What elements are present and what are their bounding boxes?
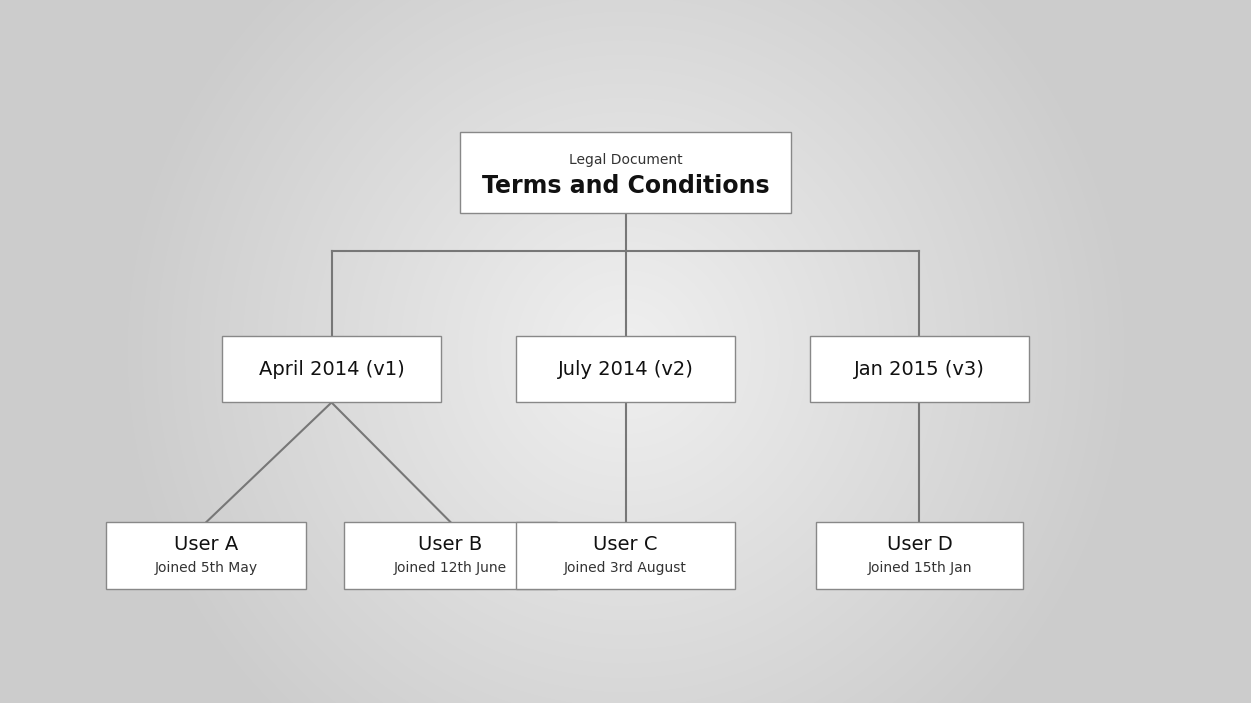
FancyBboxPatch shape (106, 522, 306, 589)
Text: User C: User C (593, 535, 658, 555)
Text: Legal Document: Legal Document (569, 153, 682, 167)
FancyBboxPatch shape (517, 522, 734, 589)
Text: Joined 15th Jan: Joined 15th Jan (867, 561, 972, 575)
FancyBboxPatch shape (460, 132, 792, 212)
Text: Joined 5th May: Joined 5th May (155, 561, 258, 575)
Text: Joined 12th June: Joined 12th June (394, 561, 507, 575)
Text: User A: User A (174, 535, 239, 555)
Text: User B: User B (418, 535, 483, 555)
Text: Terms and Conditions: Terms and Conditions (482, 174, 769, 198)
FancyBboxPatch shape (811, 336, 1028, 402)
Text: User D: User D (887, 535, 952, 555)
Text: July 2014 (v2): July 2014 (v2) (558, 359, 693, 379)
Text: Joined 3rd August: Joined 3rd August (564, 561, 687, 575)
Text: April 2014 (v1): April 2014 (v1) (259, 359, 404, 379)
FancyBboxPatch shape (517, 336, 734, 402)
FancyBboxPatch shape (344, 522, 557, 589)
Text: Jan 2015 (v3): Jan 2015 (v3) (854, 359, 985, 379)
FancyBboxPatch shape (816, 522, 1023, 589)
FancyBboxPatch shape (223, 336, 442, 402)
